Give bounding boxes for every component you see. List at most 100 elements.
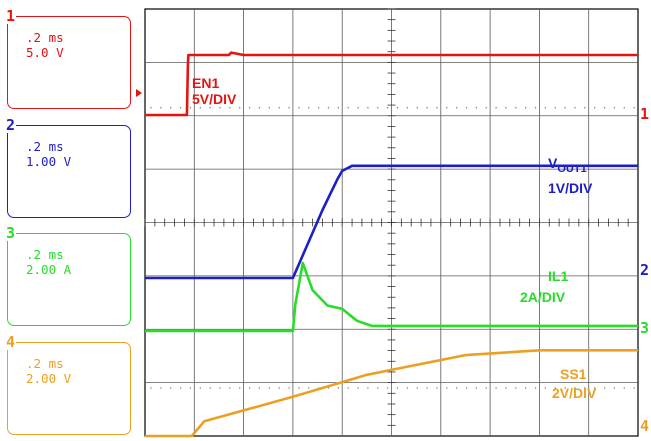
grid-dot xyxy=(278,107,280,109)
grid-dot xyxy=(633,387,635,389)
grid-dot xyxy=(446,107,448,109)
grid-dot xyxy=(377,107,379,109)
trace-label-scale: 1V/DIV xyxy=(548,180,593,196)
grid-dot xyxy=(396,387,399,389)
grid-dot xyxy=(534,107,537,109)
grid-dot xyxy=(594,107,596,109)
grid-dot xyxy=(603,107,606,109)
channel-1-time-scale: .2 ms xyxy=(26,30,64,45)
grid-dot xyxy=(564,107,566,109)
grid-dot xyxy=(199,107,201,109)
channel-4-time-scale: .2 ms xyxy=(26,356,64,371)
grid-dot xyxy=(179,387,182,389)
grid-dot xyxy=(199,387,201,389)
grid-dot xyxy=(347,387,349,389)
trace-label-name: EN1 xyxy=(192,75,219,91)
channel-3-readout: 3 .2 ms 2.00 A xyxy=(5,225,131,326)
channel-ground-marker: 4 xyxy=(640,417,649,435)
grid-dot xyxy=(623,107,625,109)
grid-dot xyxy=(485,107,487,109)
grid-dot xyxy=(268,387,271,389)
grid-dot xyxy=(347,107,349,109)
grid-dot xyxy=(239,387,241,389)
grid-dot xyxy=(357,107,359,109)
channel-4-readout: 4 .2 ms 2.00 V xyxy=(5,334,131,435)
trace-en1 xyxy=(145,51,638,117)
grid-dot xyxy=(189,107,192,109)
grid-dot xyxy=(209,387,211,389)
grid-dot xyxy=(160,387,162,389)
grid-dot xyxy=(426,107,428,109)
grid-dot xyxy=(633,107,635,109)
grid-dot xyxy=(189,387,192,389)
trace-vout1 xyxy=(145,164,638,280)
channel-ground-marker: 2 xyxy=(640,261,649,279)
grid-dot xyxy=(426,387,428,389)
channel-3-time-scale: .2 ms xyxy=(26,247,64,262)
grid-dot xyxy=(219,107,221,109)
channel-4-volt-scale: 2.00 V xyxy=(26,371,72,386)
grid-dot xyxy=(308,387,310,389)
grid-dot xyxy=(485,387,487,389)
grid-dot xyxy=(298,107,300,109)
channel-3-number: 3 xyxy=(5,224,17,242)
grid-dot xyxy=(386,107,389,109)
grid-dot xyxy=(584,387,586,389)
grid-dot xyxy=(465,387,468,389)
grid-dot xyxy=(465,107,468,109)
grid-dot xyxy=(337,387,340,389)
grid-dot xyxy=(317,107,320,109)
grid-dot xyxy=(248,387,251,389)
grid-dot xyxy=(554,107,556,109)
channel-ground-marker: 3 xyxy=(640,319,649,337)
grid-dot xyxy=(505,387,507,389)
trace-label-scale: 2A/DIV xyxy=(520,289,566,305)
channel-1-number: 1 xyxy=(5,7,17,25)
channel-2-number: 2 xyxy=(5,116,17,134)
grid-dot xyxy=(327,107,330,109)
grid-dot xyxy=(594,387,596,389)
grid-dot xyxy=(524,387,527,389)
grid-dot xyxy=(515,107,517,109)
grid-dot xyxy=(544,107,547,109)
grid-dot xyxy=(150,107,152,109)
grid-dot xyxy=(298,387,300,389)
grid-dot xyxy=(160,107,162,109)
channel-3-volt-scale: 2.00 A xyxy=(26,262,72,277)
trace-label-subscript: OUT1 xyxy=(557,163,586,175)
grid-dot xyxy=(574,387,576,389)
grid-dot xyxy=(229,107,231,109)
grid-dot xyxy=(613,387,616,389)
grid-dot xyxy=(564,387,566,389)
grid-dot xyxy=(229,387,231,389)
grid-dot xyxy=(337,107,340,109)
grid-dot xyxy=(386,387,389,389)
grid-dot xyxy=(495,107,497,109)
grid-dot xyxy=(584,107,586,109)
grid-dot xyxy=(396,107,399,109)
grid-dot xyxy=(288,107,290,109)
grid-dot xyxy=(623,387,625,389)
grid-dot xyxy=(416,387,418,389)
grid-dot xyxy=(170,107,172,109)
grid-dot xyxy=(436,107,438,109)
grid-dot xyxy=(219,387,221,389)
grid-dot xyxy=(150,387,152,389)
grid-dot xyxy=(239,107,241,109)
grid-dot xyxy=(475,387,478,389)
grid-dot xyxy=(446,387,448,389)
grid-dot xyxy=(603,387,606,389)
grid-dot xyxy=(377,387,379,389)
channel-4-number: 4 xyxy=(5,333,17,351)
grid-dot xyxy=(406,107,409,109)
grid-dot xyxy=(357,387,359,389)
grid-dot xyxy=(278,387,280,389)
grid-dot xyxy=(179,107,182,109)
grid-dot xyxy=(209,107,211,109)
channel-1-readout: 1 .2 ms 5.0 V xyxy=(5,8,131,109)
grid-dot xyxy=(554,387,556,389)
grid-dot xyxy=(475,107,478,109)
grid-dot xyxy=(613,107,616,109)
trace-ss1 xyxy=(145,348,638,438)
